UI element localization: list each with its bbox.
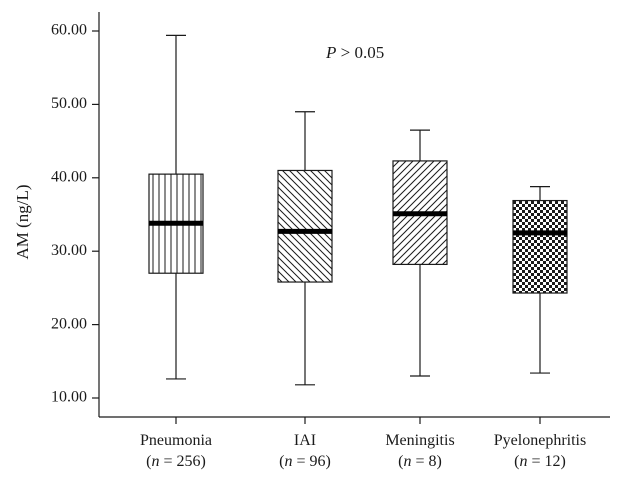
- p-value-symbol: P: [325, 43, 336, 62]
- x-category-label: Pyelonephritis: [494, 432, 586, 449]
- y-tick-group: 10.00 20.00 30.00 40.00 50.00 60.00: [51, 22, 99, 406]
- x-category-label: Meningitis: [385, 432, 454, 449]
- box-group: [148, 34, 568, 386]
- x-sample-size-label: (n = 256): [146, 453, 206, 470]
- box-meningitis: [392, 129, 448, 377]
- iqr-box: [512, 199, 568, 294]
- x-category-label: IAI: [294, 432, 316, 449]
- box-iai: [277, 111, 333, 386]
- y-tick-label: 10.00: [51, 389, 87, 406]
- y-axis-title: AM (ng/L): [13, 184, 32, 259]
- y-tick-label: 60.00: [51, 22, 87, 39]
- x-sample-size-label: (n = 12): [514, 453, 566, 470]
- p-value-annotation: P > 0.05: [325, 43, 384, 62]
- x-sample-size-label: (n = 96): [279, 453, 331, 470]
- y-tick-label: 20.00: [51, 315, 87, 332]
- y-tick-label: 50.00: [51, 95, 87, 112]
- box-pneumonia: [148, 34, 204, 380]
- box-pyelonephritis: [512, 186, 568, 374]
- x-sample-size-label: (n = 8): [398, 453, 442, 470]
- y-tick-label: 30.00: [51, 242, 87, 259]
- p-value-text: > 0.05: [336, 43, 384, 62]
- x-category-label: Pneumonia: [140, 432, 212, 449]
- y-tick-label: 40.00: [51, 168, 87, 185]
- iqr-box: [277, 169, 333, 283]
- x-label-group: Pneumonia (n = 256) IAI (n = 96) Meningitis (…: [140, 417, 586, 470]
